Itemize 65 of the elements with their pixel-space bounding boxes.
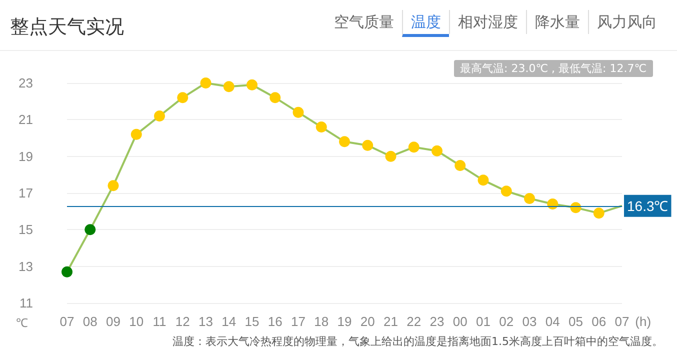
point	[154, 110, 165, 122]
point	[408, 142, 420, 153]
point	[500, 186, 512, 197]
text: 相对湿度	[449, 10, 526, 34]
x-tick-label: 20	[360, 314, 375, 329]
text: 风力风向	[588, 10, 665, 34]
x-tick-label: 07	[614, 314, 630, 329]
point	[130, 128, 142, 140]
y-tick-label: 19	[18, 148, 33, 164]
x-tick-label: 12	[175, 314, 190, 329]
x-tick-label: 23	[430, 314, 444, 329]
y-tick-label: 21	[18, 112, 33, 128]
x-tick-label: 04	[545, 314, 560, 329]
x-tick-label: 03	[522, 314, 537, 329]
x-tick-label: 16	[268, 314, 282, 329]
y-tick-label: 11	[20, 296, 33, 310]
x-tick-label: 11	[152, 314, 166, 329]
point	[108, 180, 119, 192]
point	[84, 224, 96, 236]
point	[478, 174, 489, 186]
x-tick-label: 17	[291, 314, 306, 329]
chart-title: 整点天气实况	[10, 15, 124, 40]
y-axis-title: ℃	[16, 316, 28, 330]
x-tick-label: 13	[198, 314, 213, 329]
ref-line-label: 16.3℃	[627, 198, 668, 214]
x-tick-label: 14	[222, 314, 236, 329]
point	[385, 150, 396, 162]
point	[316, 122, 327, 132]
point	[246, 79, 258, 90]
x-tick-label: 05	[568, 314, 583, 329]
x-tick-label: 21	[384, 314, 398, 329]
x-tick-label: 06	[592, 314, 606, 329]
x-axis-title: (h)	[635, 314, 652, 329]
text: 最高气温: 23.0℃ , 最低气温: 12.7℃	[454, 60, 653, 77]
point	[524, 193, 535, 204]
point	[177, 92, 188, 104]
x-tick-label: 22	[406, 314, 422, 329]
y-tick-label: 15	[18, 222, 33, 238]
y-tick-label: 23	[18, 76, 33, 90]
text: 空气质量	[333, 12, 395, 33]
point	[593, 208, 604, 219]
x-tick-label: 19	[337, 314, 352, 329]
x-tick-label: 02	[499, 314, 514, 329]
point	[454, 160, 466, 171]
x-tick-label: 15	[244, 314, 260, 329]
x-tick-label: 07	[60, 314, 74, 329]
point	[223, 81, 234, 92]
point	[200, 78, 212, 88]
text: 降水量	[526, 10, 588, 34]
text: 温度	[402, 10, 449, 37]
y-tick-label: 13	[18, 258, 33, 274]
x-tick-label: 18	[314, 314, 329, 329]
text: 温度：表示大气冷热程度的物理量，气象上给出的温度是指离地面1.5米高度上百叶箱中的空气温度。	[172, 334, 663, 349]
point	[270, 92, 281, 104]
y-tick-label: 17	[18, 186, 33, 200]
x-tick-label: 08	[82, 314, 98, 329]
x-tick-label: 00	[452, 314, 468, 329]
x-tick-label: 10	[129, 314, 144, 329]
x-tick-label: 01	[476, 314, 490, 329]
x-tick-label: 09	[106, 314, 120, 329]
point	[432, 145, 442, 156]
point	[62, 266, 72, 278]
point	[339, 136, 350, 148]
point	[362, 140, 374, 151]
point	[292, 106, 304, 118]
